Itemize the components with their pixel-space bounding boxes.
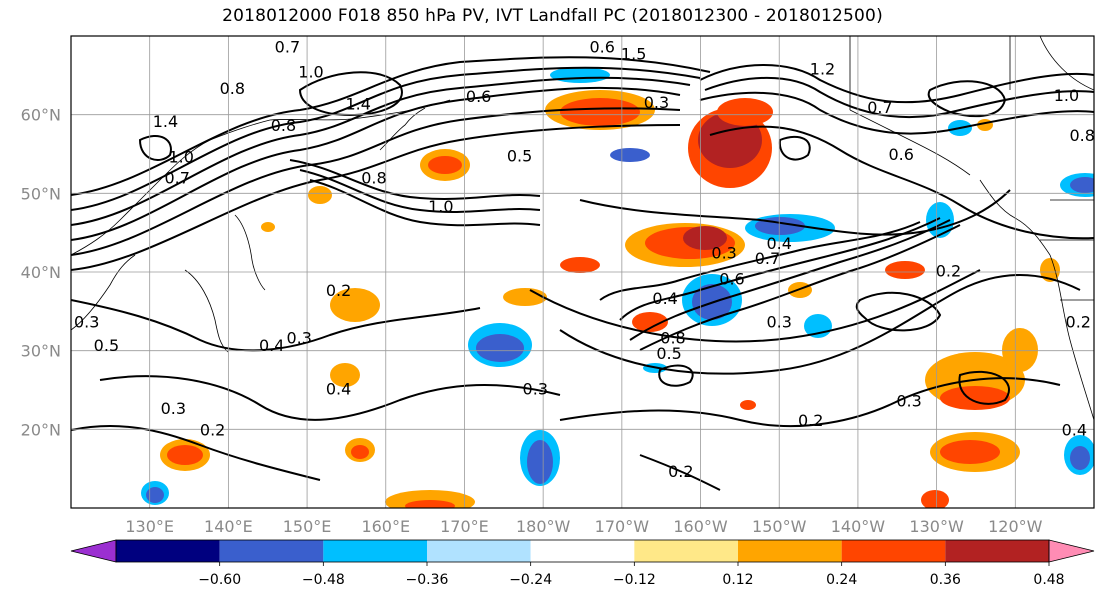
longitude-tick-label: 140°E [204, 517, 253, 536]
latitude-tick-label: 20°N [21, 420, 61, 439]
longitude-tick-label: 160°E [361, 517, 410, 536]
contour-label: 1.0 [298, 62, 323, 81]
colorbar-segment [116, 540, 220, 562]
contour-label: 0.4 [326, 380, 351, 399]
contour-label: 1.0 [428, 197, 453, 216]
colorbar-tick-label: 0.12 [722, 572, 753, 588]
contour-label: 0.3 [711, 243, 736, 262]
contour-label: 0.6 [466, 87, 491, 106]
contour-label: 0.5 [507, 147, 532, 166]
colorbar-segment [945, 540, 1049, 562]
gridlines [71, 36, 1094, 508]
contour-label: 1.5 [621, 44, 646, 63]
longitude-tick-label: 130°W [909, 517, 964, 536]
contour-label: 0.8 [271, 116, 296, 135]
longitude-tick-label: 160°W [673, 517, 728, 536]
contour-label: 0.7 [275, 37, 300, 56]
colorbar-segment [219, 540, 324, 562]
colorbar-segment [427, 540, 531, 562]
colorbar-outline [115, 539, 1050, 563]
contour-label-layer: 0.7 0.6 1.51.20.81.00.6 0.3 0.71.01.41.4 0.80… [74, 37, 1094, 481]
colorbar: −0.60 −0.48 −0.36 −0.24 −0.12 0.12 0.24 0.36 0.4… [70, 539, 1095, 588]
colorbar-segment [530, 540, 635, 562]
contour-label: 0.2 [326, 281, 351, 300]
latitude-labels: 20°N 30°N 40°N 50°N 60°N [21, 106, 61, 440]
contour-label: 0.4 [1062, 420, 1087, 439]
contour-label: 1.4 [346, 95, 371, 114]
contour-label: 0.3 [161, 399, 186, 418]
colorbar-segment [323, 540, 427, 562]
contour-label: 0.4 [767, 234, 792, 253]
longitude-tick-label: 170°W [595, 517, 650, 536]
contour-label: 0.8 [660, 328, 685, 347]
contour-label: 0.3 [523, 380, 548, 399]
colorbar-extend-high [1048, 539, 1095, 563]
colorbar-tick-label: −0.36 [406, 572, 449, 588]
latitude-tick-label: 60°N [21, 106, 61, 125]
contour-label: 0.4 [259, 336, 284, 355]
contour-label: 0.5 [94, 336, 119, 355]
contour-label: 0.5 [656, 344, 681, 363]
longitude-tick-label: 150°W [752, 517, 807, 536]
coastline-layer [71, 36, 1094, 421]
longitude-labels: 130°E 140°E 150°E 160°E 170°E 180°W 170°W 160°W… [125, 517, 1042, 536]
contour-layer [71, 56, 1094, 491]
colorbar-segment [738, 540, 842, 562]
contour-label: 0.2 [1066, 313, 1091, 332]
contour-label: 0.3 [74, 313, 99, 332]
contour-label: 1.0 [1054, 86, 1079, 105]
colorbar-extend-low [70, 539, 117, 563]
colorbar-tick-label: −0.48 [302, 572, 345, 588]
contour-label: 0.7 [867, 98, 892, 117]
map-frame [70, 35, 1095, 509]
contour-label: 0.2 [936, 262, 961, 281]
longitude-tick-label: 140°W [831, 517, 886, 536]
contour-label: 0.7 [755, 249, 780, 268]
contour-label: 1.4 [153, 112, 178, 131]
contour-label: 0.3 [286, 328, 311, 347]
contour-label: 0.2 [668, 462, 693, 481]
latitude-tick-label: 50°N [21, 184, 61, 203]
colorbar-segment [841, 540, 946, 562]
contour-label: 1.2 [810, 59, 835, 78]
colorbar-tick-label: 0.48 [1033, 572, 1064, 588]
contour-label: 0.8 [361, 169, 386, 188]
contour-label: 0.4 [652, 289, 677, 308]
contour-label: 0.6 [589, 37, 614, 56]
contour-label: 0.3 [767, 313, 792, 332]
contour-label: 0.7 [165, 169, 190, 188]
contour-label: 1.0 [168, 147, 193, 166]
contour-label: 0.3 [644, 93, 669, 112]
contour-label: 0.6 [888, 145, 913, 164]
colorbar-segment [634, 540, 738, 562]
contour-label: 0.3 [896, 391, 921, 410]
latitude-tick-label: 40°N [21, 263, 61, 282]
longitude-tick-label: 170°E [440, 517, 489, 536]
contour-label: 0.2 [200, 420, 225, 439]
longitude-tick-label: 150°E [283, 517, 332, 536]
longitude-tick-label: 180°W [516, 517, 571, 536]
contour-label: 0.8 [220, 79, 245, 98]
colorbar-tick-label: 0.36 [930, 572, 961, 588]
colorbar-tick-label: 0.24 [826, 572, 857, 588]
latitude-tick-label: 30°N [21, 342, 61, 361]
longitude-tick-label: 120°W [988, 517, 1043, 536]
colorbar-tick-label: −0.60 [198, 572, 241, 588]
longitude-tick-label: 130°E [125, 517, 174, 536]
colorbar-tick-label: −0.12 [613, 572, 656, 588]
contour-label: 0.2 [798, 411, 823, 430]
map-title: 2018012000 F018 850 hPa PV, IVT Landfall… [222, 6, 883, 26]
colorbar-tick-label: −0.24 [509, 572, 552, 588]
contour-label: 0.8 [1069, 126, 1094, 145]
contour-label: 0.6 [719, 269, 744, 288]
